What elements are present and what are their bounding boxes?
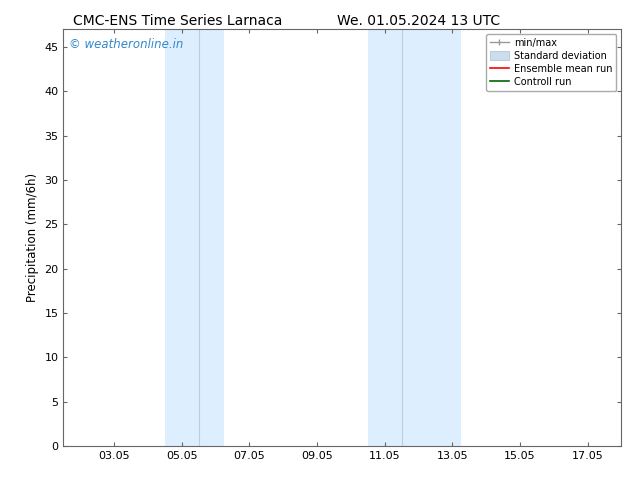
- Y-axis label: Precipitation (mm/6h): Precipitation (mm/6h): [26, 173, 39, 302]
- Text: We. 01.05.2024 13 UTC: We. 01.05.2024 13 UTC: [337, 14, 500, 28]
- Text: © weatheronline.in: © weatheronline.in: [69, 38, 183, 51]
- Legend: min/max, Standard deviation, Ensemble mean run, Controll run: min/max, Standard deviation, Ensemble me…: [486, 34, 616, 91]
- Bar: [368, 29, 461, 446]
- Bar: [165, 29, 224, 446]
- Text: CMC-ENS Time Series Larnaca: CMC-ENS Time Series Larnaca: [73, 14, 282, 28]
